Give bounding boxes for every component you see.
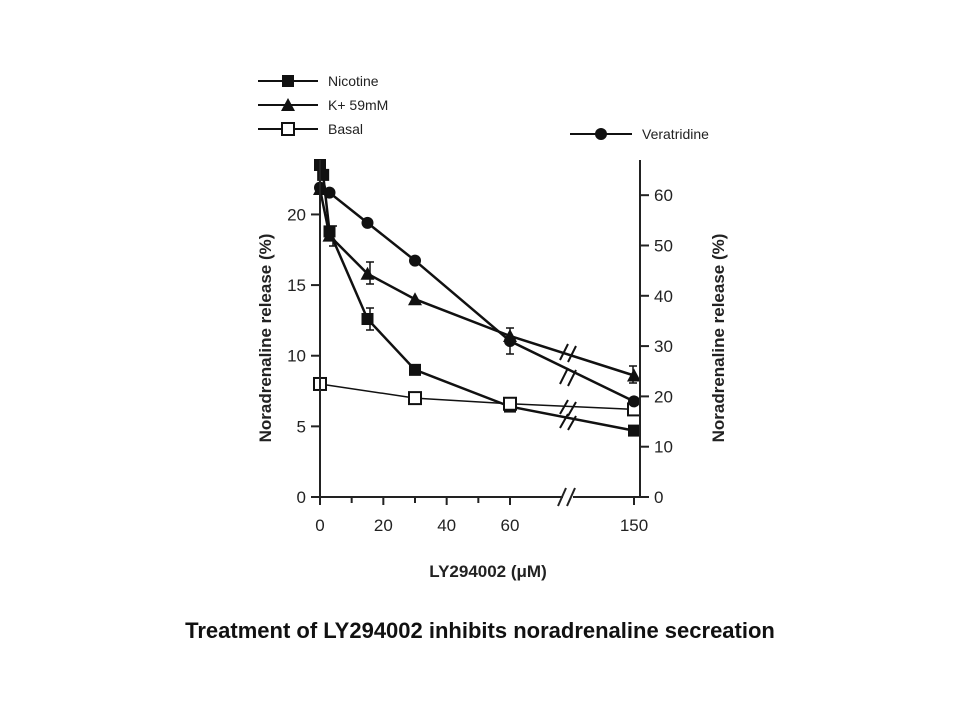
legend-marker-k-59mm xyxy=(281,98,295,111)
legend-label-veratridine: Veratridine xyxy=(642,126,709,142)
data-point-nicotine xyxy=(361,312,374,325)
axes-layer: 0 5 10 15 20 0 10 20 30 40 50 60 0 20 40 60 150 xyxy=(287,160,673,535)
y-right-tick-label: 50 xyxy=(654,236,673,255)
x-tick-label: 60 xyxy=(501,516,520,535)
x-axis-break-mark xyxy=(557,487,576,507)
line-break-mark xyxy=(559,367,577,387)
y-left-tick-label: 20 xyxy=(287,205,306,224)
series-layer xyxy=(313,159,641,437)
data-point-nicotine xyxy=(628,424,640,437)
x-tick-label: 150 xyxy=(620,516,648,535)
y-left-tick-label: 10 xyxy=(287,347,306,366)
y-right-tick-label: 10 xyxy=(654,438,673,457)
y-axis-right-title: Noradrenaline release (%) xyxy=(709,234,728,443)
legend-label-k-59mm: K+ 59mM xyxy=(328,97,388,113)
series-line-k-59mm xyxy=(318,188,635,377)
y-right-tick-label: 30 xyxy=(654,337,673,356)
x-axis-title: LY294002 (μM) xyxy=(429,562,547,581)
data-point-k-59mm xyxy=(360,266,375,280)
data-point-nicotine xyxy=(317,168,330,181)
data-point-basal xyxy=(408,391,422,406)
y-axis-left-title: Noradrenaline release (%) xyxy=(256,234,275,443)
legend-marker-nicotine xyxy=(282,75,294,87)
x-tick-label: 20 xyxy=(374,516,393,535)
data-point-nicotine xyxy=(409,363,421,376)
y-right-tick-label: 0 xyxy=(654,488,663,507)
legend-marker-basal xyxy=(281,122,295,136)
data-point-veratridine xyxy=(409,254,421,267)
x-tick-label: 0 xyxy=(315,516,324,535)
y-left-tick-label: 15 xyxy=(287,276,306,295)
series-line-basal xyxy=(319,383,635,411)
line-break-mark xyxy=(559,343,577,363)
y-right-tick-label: 60 xyxy=(654,186,673,205)
y-right-tick-label: 20 xyxy=(654,387,673,406)
data-point-k-59mm xyxy=(627,368,641,382)
y-right-tick-label: 40 xyxy=(654,287,673,306)
legend-left: Nicotine K+ 59mM Basal xyxy=(258,73,388,137)
figure-caption: Treatment of LY294002 inhibits noradrena… xyxy=(185,618,775,643)
data-point-basal xyxy=(503,396,517,411)
legend-marker-veratridine xyxy=(595,128,607,140)
data-point-k-59mm xyxy=(408,292,422,306)
data-point-veratridine xyxy=(628,395,640,408)
line-break-mark xyxy=(559,413,577,431)
x-tick-label: 40 xyxy=(437,516,456,535)
legend-label-nicotine: Nicotine xyxy=(328,73,379,89)
y-left-tick-label: 0 xyxy=(297,488,306,507)
y-left-tick-label: 5 xyxy=(297,417,306,436)
legend-label-basal: Basal xyxy=(328,121,363,137)
line-break-mark xyxy=(559,399,577,417)
data-point-veratridine xyxy=(361,216,374,229)
legend-right: Veratridine xyxy=(570,126,709,142)
data-point-veratridine xyxy=(323,186,336,199)
